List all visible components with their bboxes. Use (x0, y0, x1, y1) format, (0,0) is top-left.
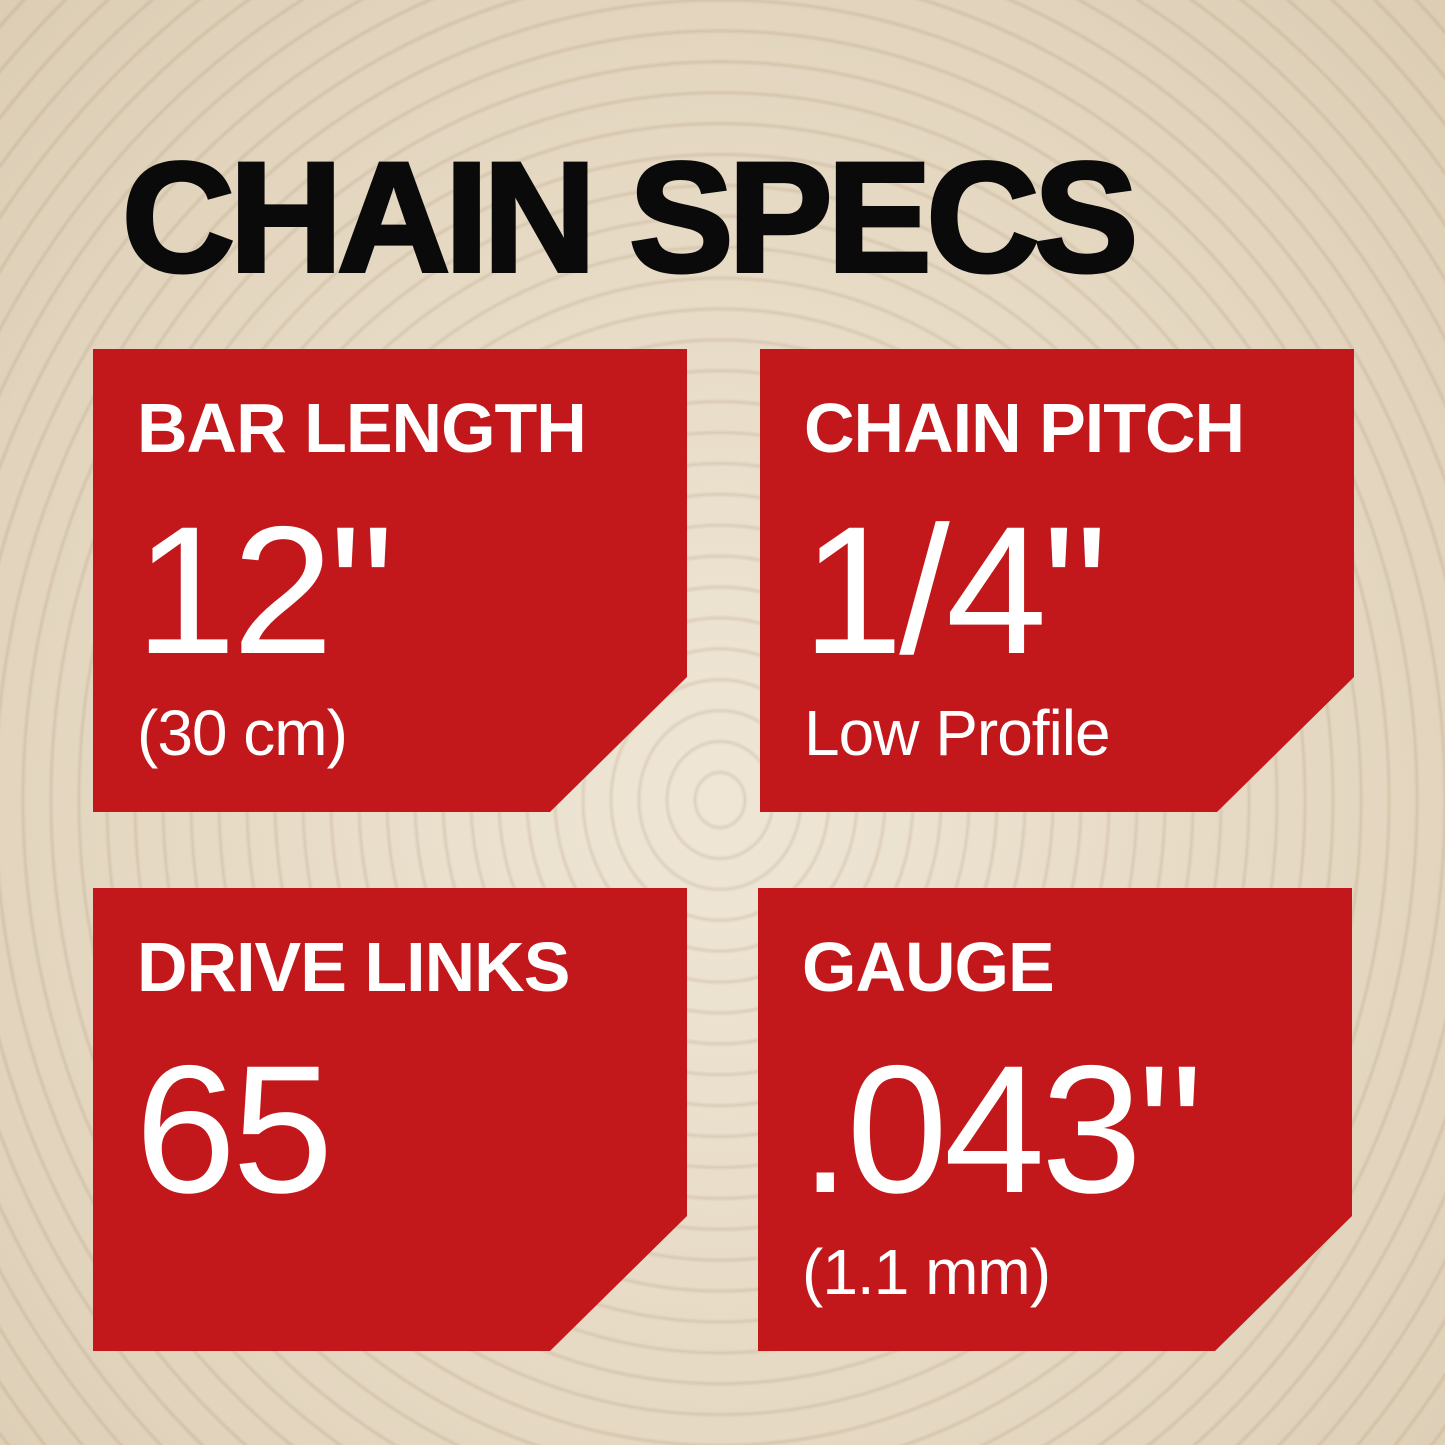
spec-label: BAR LENGTH (137, 389, 587, 467)
spec-value: .043" (800, 1027, 1203, 1231)
spec-card-drive-links: DRIVE LINKS 65 (93, 888, 687, 1351)
spec-label: CHAIN PITCH (804, 389, 1245, 467)
spec-value: 12" (135, 488, 394, 692)
spec-value: 65 (135, 1027, 333, 1231)
spec-label: GAUGE (802, 928, 1055, 1006)
spec-value: 1/4" (802, 488, 1108, 692)
spec-sub: (30 cm) (137, 697, 348, 769)
spec-sub: (1.1 mm) (802, 1236, 1051, 1308)
spec-card-gauge: GAUGE .043" (1.1 mm) (758, 888, 1352, 1351)
spec-sub: Low Profile (804, 697, 1111, 769)
page-title: CHAIN SPECS (120, 131, 1140, 305)
spec-label: DRIVE LINKS (137, 928, 570, 1006)
spec-card-bar-length: BAR LENGTH 12" (30 cm) (93, 349, 687, 812)
spec-card-chain-pitch: CHAIN PITCH 1/4" Low Profile (760, 349, 1354, 812)
